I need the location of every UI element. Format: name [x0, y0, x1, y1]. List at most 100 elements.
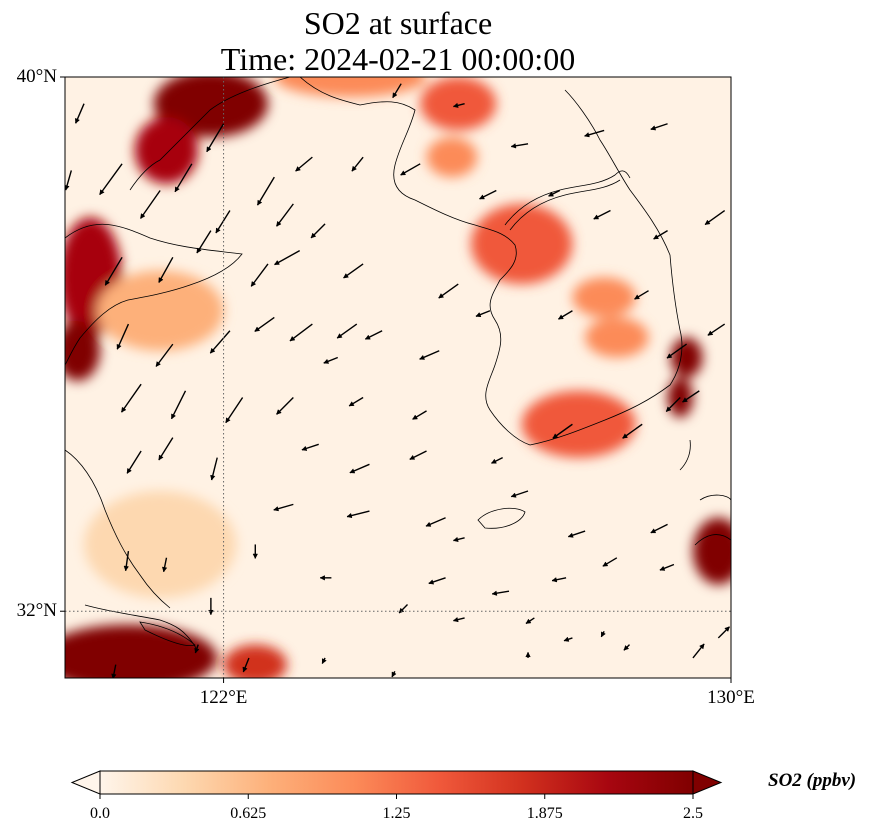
wind-arrow — [510, 143, 529, 149]
wind-arrow — [351, 156, 364, 172]
wind-arrow — [336, 323, 358, 339]
so2-hotspot — [470, 203, 573, 285]
colorbar-ticks — [99, 794, 694, 799]
border-line-1 — [504, 170, 631, 226]
wind-arrow — [438, 283, 459, 299]
wind-arrow — [392, 83, 402, 99]
axis-ticks — [60, 76, 732, 683]
so2-hotspot — [521, 390, 636, 458]
wind-arrow — [170, 390, 187, 420]
coastline-china-east — [65, 449, 171, 609]
wind-arrow — [479, 189, 497, 200]
wind-arrow — [600, 630, 606, 638]
colorbar-tick-label: 1.25 — [382, 805, 411, 822]
wind-arrow — [475, 310, 491, 318]
wind-arrow — [215, 210, 231, 234]
wind-arrow — [490, 457, 503, 464]
wind-arrow — [659, 563, 675, 571]
wind-arrow — [210, 457, 218, 481]
wind-arrow — [425, 517, 446, 527]
wind-arrow — [452, 536, 465, 543]
wind-arrow — [682, 390, 700, 403]
colorbar-gradient — [99, 770, 694, 795]
map-area — [65, 77, 731, 678]
wind-arrow — [551, 577, 567, 583]
wind-arrow — [665, 397, 681, 413]
concentration-field — [65, 77, 731, 678]
wind-arrow — [707, 323, 726, 336]
wind-arrow — [653, 229, 668, 240]
wind-arrow — [250, 263, 269, 287]
wind-arrow — [295, 156, 313, 172]
coastline-korea-east — [564, 89, 681, 331]
wind-arrow — [622, 423, 643, 439]
wind-arrow — [158, 437, 174, 461]
wind-arrow — [310, 223, 326, 239]
so2-hotspot — [585, 317, 649, 358]
so2-hotspot — [223, 644, 287, 678]
colorbar-max-arrow — [692, 770, 723, 795]
wind-arrow — [650, 523, 668, 534]
wind-arrow — [623, 644, 631, 651]
coastlines — [65, 77, 731, 649]
map-frame — [64, 76, 732, 679]
lon-tick-label: 130°E — [707, 687, 755, 708]
wind-arrow — [349, 463, 370, 474]
wind-arrow — [116, 323, 130, 350]
wind-arrow — [567, 530, 586, 538]
wind-arrow — [155, 343, 174, 367]
wind-arrow — [301, 443, 319, 451]
wind-arrow — [548, 189, 561, 197]
lon-tick-label: 122°E — [199, 687, 248, 708]
wind-arrow — [419, 350, 440, 360]
wind-vectors — [65, 83, 731, 678]
wind-arrow — [666, 343, 688, 359]
wind-arrow — [120, 383, 142, 413]
wind-arrow — [525, 617, 535, 625]
colorbar-tick-label: 1.875 — [526, 805, 563, 822]
wind-arrow — [584, 129, 605, 138]
wind-arrow — [206, 123, 225, 153]
wind-arrow — [289, 323, 313, 342]
so2-hotspot — [426, 137, 478, 178]
wind-arrow — [525, 651, 531, 658]
wind-arrow — [161, 557, 168, 573]
wind-arrow — [400, 163, 421, 176]
so2-hotspot — [65, 320, 100, 381]
wind-arrow — [252, 544, 258, 559]
border-line-2 — [509, 179, 621, 231]
coastline-yangtze — [84, 604, 197, 649]
so2-hotspot — [572, 277, 636, 318]
wind-arrow — [276, 397, 294, 415]
so2-hotspot — [274, 77, 427, 98]
wind-arrow — [74, 103, 85, 124]
wind-arrow — [158, 256, 174, 283]
wind-arrow — [552, 423, 573, 439]
colorbar-tick-label: 0.0 — [90, 805, 110, 822]
wind-arrow — [593, 209, 611, 220]
wind-arrow — [111, 664, 117, 678]
wind-arrow — [364, 330, 383, 340]
wind-arrow — [650, 123, 668, 131]
wind-arrow — [602, 557, 618, 567]
wind-arrow — [174, 163, 193, 193]
wind-arrow — [323, 356, 339, 364]
wind-arrow — [510, 490, 529, 498]
coastline-chongming — [139, 621, 196, 647]
wind-arrow — [242, 657, 250, 673]
coastline-korea-west — [474, 224, 531, 446]
wind-arrow — [692, 643, 705, 659]
so2-hotspot — [96, 270, 224, 351]
wind-arrow — [346, 510, 370, 519]
wind-arrow — [348, 396, 364, 407]
coastline-liaodong — [299, 77, 476, 226]
wind-arrow — [225, 397, 244, 424]
so2-hotspot — [420, 77, 497, 131]
wind-arrow — [196, 230, 212, 254]
colorbar-title: SO2 (ppbv) — [768, 770, 857, 791]
lat-tick-label: 40°N — [16, 66, 57, 87]
colorbar-tick-label: 0.625 — [230, 805, 267, 822]
so2-hotspot — [134, 117, 199, 184]
